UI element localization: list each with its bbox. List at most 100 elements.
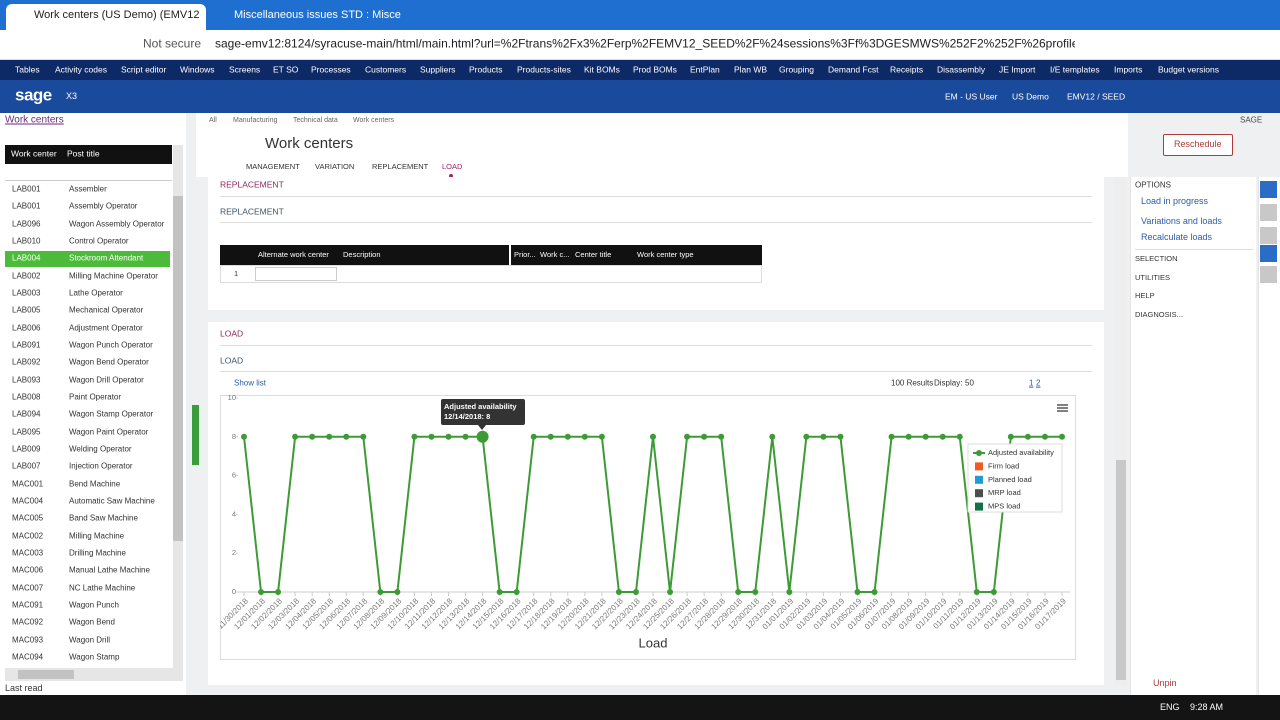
row-code[interactable]: LAB091 (12, 340, 41, 350)
button-label[interactable]: Reschedule (1174, 139, 1222, 150)
row-code[interactable]: LAB009 (12, 444, 41, 454)
menu-item[interactable]: Plan WB (734, 64, 768, 75)
selected-row[interactable] (5, 251, 170, 268)
row-title[interactable]: Manual Lathe Machine (69, 565, 150, 575)
action-link[interactable]: Variations and loads (1141, 216, 1222, 227)
page-tab[interactable]: MANAGEMENT (246, 161, 300, 171)
display-value[interactable]: 50 (965, 378, 974, 388)
row-title[interactable]: Milling Machine (69, 531, 125, 541)
row-title[interactable]: Injection Operator (69, 461, 133, 471)
row-title[interactable]: Wagon Assembly Operator (69, 219, 165, 229)
row-code[interactable]: MAC001 (12, 479, 44, 489)
panel-title[interactable]: Work centers (5, 114, 64, 126)
security-label[interactable]: Not secure (143, 36, 202, 51)
row-title[interactable]: Drilling Machine (69, 548, 126, 558)
row-code[interactable]: LAB095 (12, 427, 41, 437)
row-code[interactable]: MAC092 (12, 617, 44, 627)
input-cell[interactable] (255, 267, 337, 281)
user[interactable]: EM - US User (945, 91, 998, 102)
row-code[interactable]: MAC093 (12, 635, 44, 645)
menu-title[interactable]: DIAGNOSIS... (1135, 309, 1183, 319)
menu-item[interactable]: Budget versions (1158, 64, 1219, 75)
check-button[interactable] (1260, 227, 1277, 244)
section-title[interactable]: LOAD (220, 328, 244, 339)
menu-item[interactable]: Disassembly (937, 64, 986, 75)
h-scroll-thumb[interactable] (18, 670, 74, 679)
row-code[interactable]: LAB002 (12, 271, 41, 281)
menu-item[interactable]: Suppliers (420, 64, 456, 75)
row-title[interactable]: Adjustment Operator (69, 323, 143, 333)
row-title[interactable]: Automatic Saw Machine (69, 496, 155, 506)
url[interactable]: sage-emv12:8124/syracuse-main/html/main.… (215, 37, 1075, 51)
close-button[interactable] (1260, 266, 1277, 283)
row-code[interactable]: LAB093 (12, 375, 41, 385)
row-code[interactable]: LAB005 (12, 305, 41, 315)
menu-item[interactable]: Products-sites (517, 64, 571, 75)
breadcrumb[interactable]: Technical data (293, 117, 338, 125)
breadcrumb[interactable]: All (209, 117, 217, 125)
row-code[interactable]: LAB001 (12, 201, 41, 211)
row-code[interactable]: MAC003 (12, 548, 44, 558)
menu-item[interactable]: Kit BOMs (584, 64, 620, 75)
menu-title[interactable]: SELECTION (1135, 253, 1178, 263)
endpoint[interactable]: EMV12 / SEED (1067, 91, 1126, 102)
action-link[interactable]: Load in progress (1141, 196, 1209, 207)
menu-item[interactable]: EntPlan (690, 64, 720, 75)
menu-item[interactable]: I/E templates (1050, 64, 1100, 75)
options-title[interactable]: OPTIONS (1135, 180, 1172, 190)
menu-item[interactable]: ET SO (273, 64, 299, 75)
page-tab[interactable]: VARIATION (315, 161, 355, 171)
row-title[interactable]: Lathe Operator (69, 288, 123, 298)
row-code[interactable]: LAB094 (12, 409, 41, 419)
tab-title[interactable]: Miscellaneous issues STD : Misce (234, 8, 401, 21)
menu-item[interactable]: Imports (1114, 64, 1143, 75)
row-title[interactable]: Wagon Stamp Operator (69, 409, 154, 419)
row-title[interactable]: Band Saw Machine (69, 513, 138, 523)
row-title[interactable]: Paint Operator (69, 392, 122, 402)
menu-item[interactable]: Windows (180, 64, 215, 75)
row-code[interactable]: MAC004 (12, 496, 44, 506)
delete-button[interactable] (1260, 245, 1277, 262)
row-code[interactable]: MAC094 (12, 652, 44, 662)
unpin[interactable]: Unpin (1153, 678, 1177, 689)
page-link[interactable]: 1 (1029, 378, 1034, 388)
menu-item[interactable]: Processes (311, 64, 351, 75)
panel-handle[interactable] (192, 405, 199, 465)
row-title[interactable]: Stockroom Attendant (69, 253, 144, 263)
row-title[interactable]: Wagon Punch (69, 600, 119, 610)
menu-title[interactable]: UTILITIES (1135, 272, 1171, 282)
row-title[interactable]: Assembly Operator (69, 201, 138, 211)
row-title[interactable]: Welding Operator (69, 444, 132, 454)
row-title[interactable]: Milling Machine Operator (69, 271, 158, 281)
tab-title[interactable]: Work centers (US Demo) (EMV12 (34, 8, 200, 21)
row-title[interactable]: Assembler (69, 184, 107, 194)
row-title[interactable]: Wagon Bend Operator (69, 357, 149, 367)
row-title[interactable]: Wagon Drill Operator (69, 375, 144, 385)
row-title[interactable]: NC Lathe Machine (69, 583, 136, 593)
menu-item[interactable]: Script editor (121, 64, 167, 75)
page-tab[interactable]: LOAD (442, 161, 463, 171)
active-tab[interactable] (6, 4, 206, 30)
reschedule-button[interactable] (1163, 134, 1233, 156)
row-title[interactable]: Wagon Stamp (69, 652, 120, 662)
row-title[interactable]: Control Operator (69, 236, 129, 246)
row-code[interactable]: MAC091 (12, 600, 44, 610)
folder[interactable]: US Demo (1012, 91, 1049, 102)
row-title[interactable]: Wagon Punch Operator (69, 340, 153, 350)
row-code[interactable]: LAB003 (12, 288, 41, 298)
row-code[interactable]: LAB007 (12, 461, 41, 471)
grid-row[interactable] (220, 265, 762, 283)
menu-item[interactable]: JE Import (999, 64, 1036, 75)
menu-item[interactable]: Grouping (779, 64, 814, 75)
row-title[interactable]: Mechanical Operator (69, 305, 144, 315)
row-title[interactable]: Wagon Drill (69, 635, 111, 645)
show-list[interactable]: Show list (234, 378, 267, 388)
menu-item[interactable]: Tables (15, 64, 40, 75)
breadcrumb[interactable]: Work centers (353, 117, 395, 125)
row-code[interactable]: LAB010 (12, 236, 41, 246)
menu-item[interactable]: Products (469, 64, 503, 75)
action-link[interactable]: Recalculate loads (1141, 232, 1213, 243)
save-button[interactable] (1260, 204, 1277, 221)
company[interactable]: SAGE (1240, 115, 1263, 125)
add-button[interactable] (1260, 181, 1277, 198)
